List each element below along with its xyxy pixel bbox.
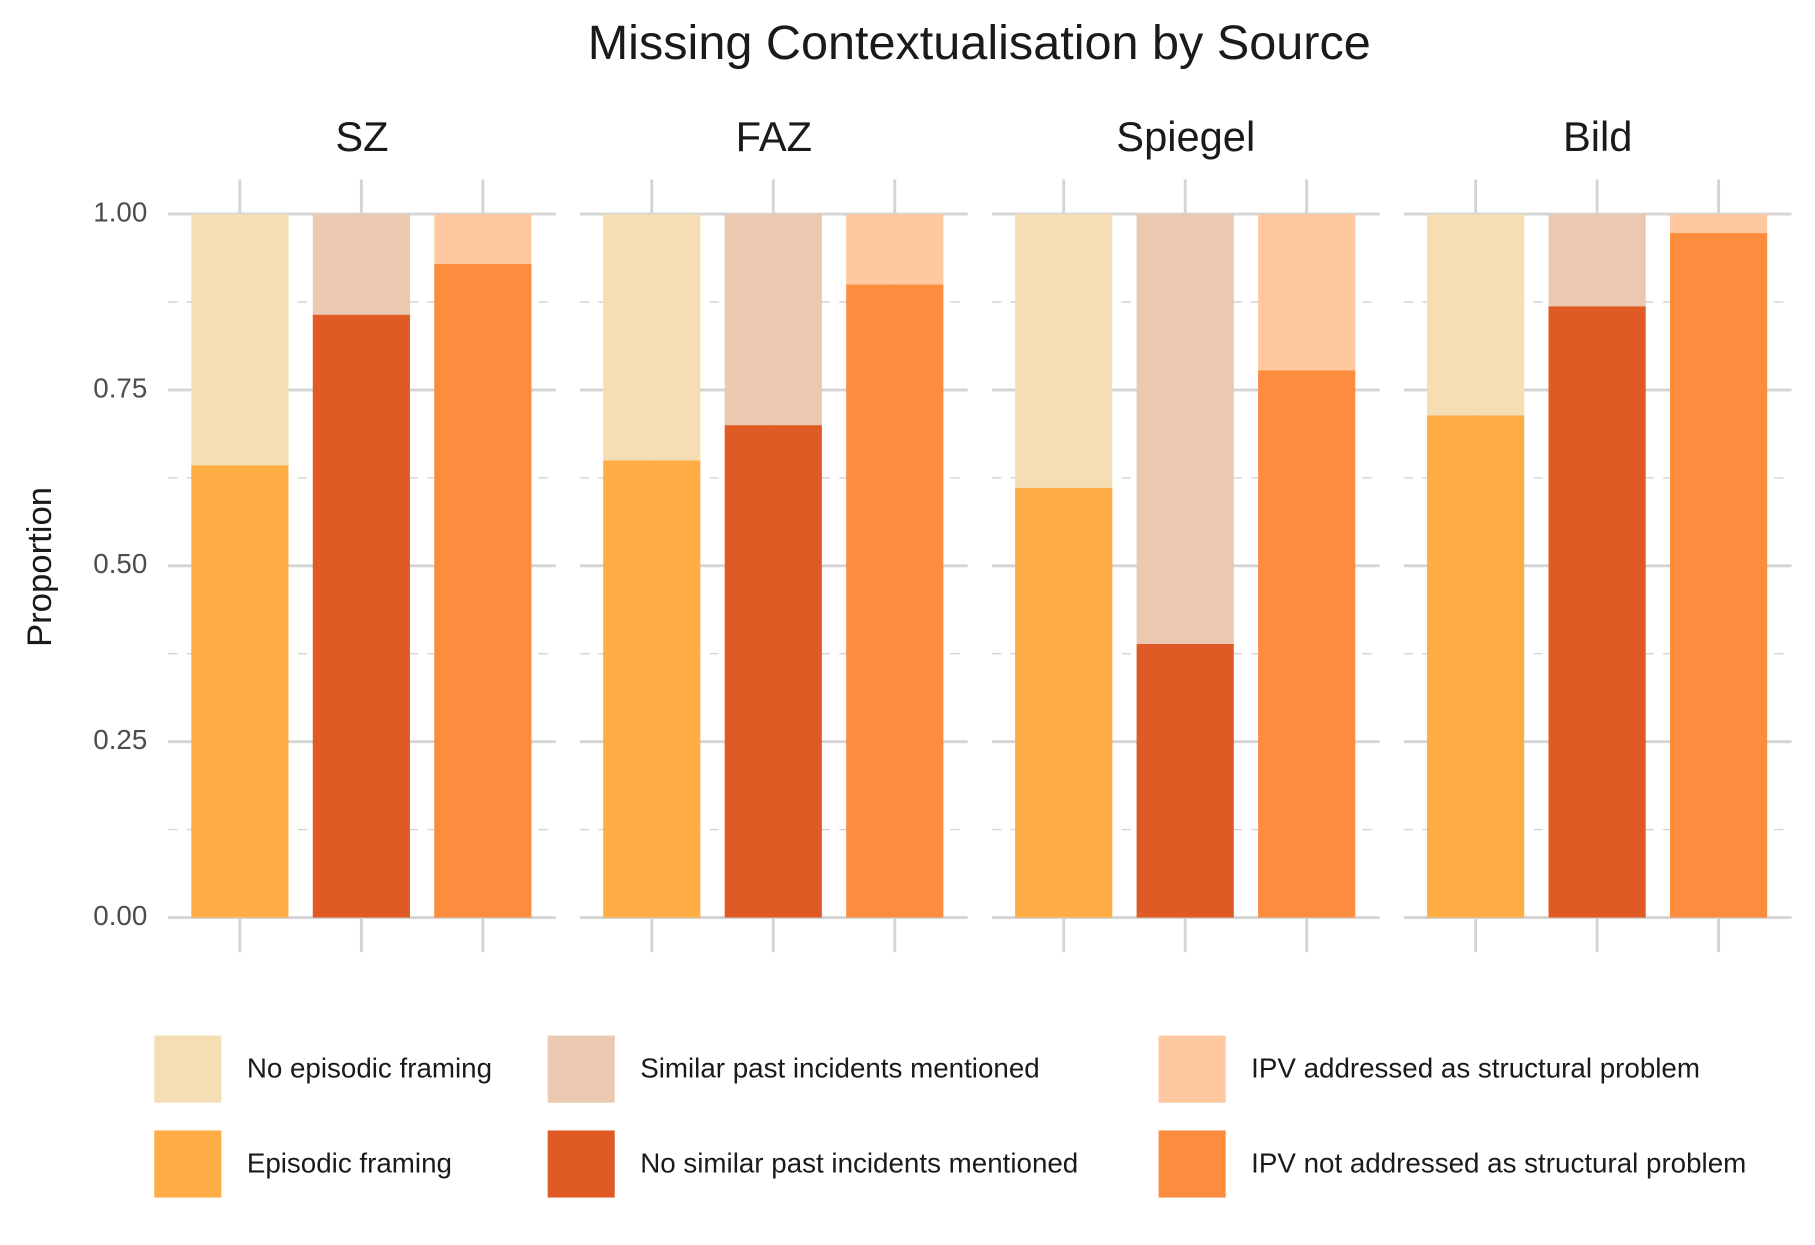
legend-label: No episodic framing xyxy=(247,1053,492,1084)
bar-segment xyxy=(1136,214,1234,644)
y-tick-label: 0.00 xyxy=(93,900,147,931)
bar-segment xyxy=(724,425,822,918)
legend-label: IPV addressed as structural problem xyxy=(1251,1053,1700,1084)
facet-title: Spiegel xyxy=(1116,113,1255,160)
legend-key xyxy=(1158,1035,1226,1103)
bar-segment xyxy=(724,214,822,426)
bar-segment xyxy=(603,214,701,461)
legend-key xyxy=(547,1130,615,1198)
bar-segment xyxy=(1548,214,1646,307)
legend-key xyxy=(154,1130,222,1198)
bar-segment xyxy=(1548,306,1646,918)
y-tick-label: 0.75 xyxy=(93,372,147,403)
facet-title: FAZ xyxy=(736,113,812,160)
chart-title: Missing Contextualisation by Source xyxy=(588,16,1371,70)
bar-segment xyxy=(191,465,289,918)
facet-title: Bild xyxy=(1563,113,1632,160)
y-tick-label: 0.25 xyxy=(93,724,147,755)
bar-segment xyxy=(312,314,410,918)
legend-label: No similar past incidents mentioned xyxy=(640,1147,1078,1178)
bar-segment xyxy=(1258,214,1356,371)
y-axis-label: Proportion xyxy=(21,487,59,647)
facet-title: SZ xyxy=(335,113,388,160)
bar-segment xyxy=(434,214,532,265)
bar-segment xyxy=(846,214,944,285)
legend-key xyxy=(1158,1130,1226,1198)
bar-segment xyxy=(1136,643,1234,918)
legend-label: IPV not addressed as structural problem xyxy=(1251,1147,1746,1178)
bar-segment xyxy=(1427,214,1525,416)
bar-segment xyxy=(1015,487,1113,918)
legend-key xyxy=(154,1035,222,1103)
legend-label: Episodic framing xyxy=(247,1147,452,1178)
bar-segment xyxy=(1015,214,1113,488)
bar-segment xyxy=(434,264,532,918)
bar-segment xyxy=(1670,233,1768,918)
bar-segment xyxy=(846,284,944,918)
legend-label: Similar past incidents mentioned xyxy=(640,1053,1040,1084)
legend-key xyxy=(547,1035,615,1103)
bar-segment xyxy=(603,460,701,918)
y-tick-label: 1.00 xyxy=(93,196,147,227)
bar-segment xyxy=(1427,415,1525,918)
bar-segment xyxy=(1670,214,1768,234)
bar-segment xyxy=(1258,370,1356,918)
y-tick-label: 0.50 xyxy=(93,548,147,579)
bar-segment xyxy=(191,214,289,466)
bar-segment xyxy=(312,214,410,315)
